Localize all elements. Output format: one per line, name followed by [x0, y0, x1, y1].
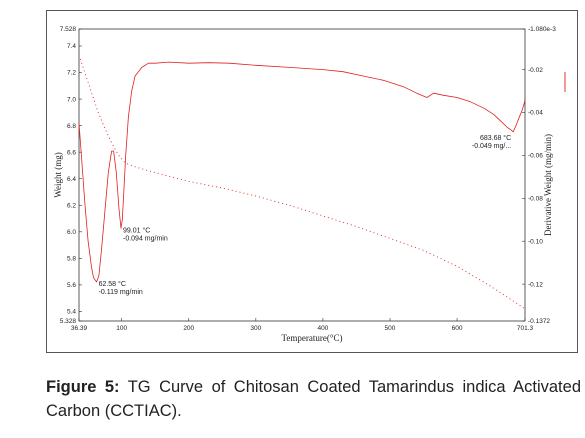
x-axis-title: Temperature(°C)	[282, 333, 343, 343]
peak-annotation-label: 683.68 °C	[480, 134, 511, 142]
y-left-tick-label: 5.6	[67, 282, 76, 289]
caption-text: TG Curve of Chitosan Coated Tamarindus i…	[46, 378, 581, 420]
y-left-tick-label: 5.328	[60, 318, 77, 325]
y-left-tick-label: 6.6	[67, 149, 76, 156]
tg-chart: 36.39 100 200 300 400 500 600 701.3 7.528 7.4 7.2…	[53, 26, 566, 343]
y-left-tick-label: 5.8	[67, 256, 76, 263]
peak-annotation-label: 99.01 °C	[123, 226, 150, 234]
y-axis-left: 7.528 7.4 7.2 7.0 6.8 6.6 6.4 6.2 6.0 5.8 5.6 5.4 5.…	[60, 26, 82, 325]
weight-curve-line	[78, 55, 526, 310]
y-left-tick-label: 6.2	[67, 202, 76, 209]
y-left-tick-label: 6.0	[67, 229, 76, 236]
y-axis-right-title: Derivative Weight (mg/min)	[543, 134, 553, 236]
y-right-tick-label: -0.06	[528, 153, 543, 160]
x-tick-label: 400	[317, 325, 328, 332]
y-right-tick-label: -1.080e-3	[528, 26, 556, 33]
peak-annotation-label: -0.119 mg/min	[99, 289, 143, 296]
x-tick-label: 500	[385, 325, 396, 332]
caption-label: Figure 5:	[46, 378, 120, 396]
y-axis-right: -1.080e-3 -0.02 -0.04 -0.06 -0.08 -0.10 -0.12 -…	[522, 26, 556, 325]
x-tick-label: 701.3	[517, 325, 534, 332]
peak-annotation-label: -0.049 mg/...	[472, 143, 511, 150]
y-right-tick-label: -0.12	[528, 281, 543, 288]
annotations: 62.58 °C-0.119 mg/min 99.01 °C-0.094 mg/m…	[99, 134, 512, 296]
y-left-tick-label: 7.528	[60, 26, 77, 33]
y-left-tick-label: 7.4	[67, 43, 76, 50]
y-right-tick-label: -0.08	[528, 195, 543, 202]
y-left-tick-label: 6.4	[67, 176, 76, 183]
y-left-tick-label: 6.8	[67, 123, 76, 130]
x-tick-label: 200	[183, 325, 194, 332]
y-axis-left-title: Weight (mg)	[53, 152, 63, 198]
figure-frame	[46, 10, 578, 353]
x-axis: 36.39 100 200 300 400 500 600 701.3	[71, 318, 534, 332]
plot-area-border	[78, 28, 526, 322]
y-left-tick-label: 7.0	[67, 96, 76, 103]
derivative-weight-curve-line	[78, 61, 526, 283]
y-left-tick-label: 7.2	[67, 70, 76, 77]
y-right-tick-label: -0.1372	[528, 318, 550, 325]
y-left-tick-label: 5.4	[67, 309, 76, 316]
x-tick-label: 600	[452, 325, 463, 332]
x-tick-label: 300	[250, 325, 261, 332]
y-right-tick-label: -0.04	[528, 110, 543, 117]
y-right-tick-label: -0.10	[528, 238, 543, 245]
y-right-tick-label: -0.02	[528, 67, 543, 74]
peak-annotation-label: -0.094 mg/min	[123, 235, 168, 242]
x-tick-label: 100	[116, 325, 127, 332]
peak-annotation-label: 62.58 °C	[99, 280, 126, 288]
figure-caption: Figure 5: TG Curve of Chitosan Coated Ta…	[46, 375, 581, 423]
x-tick-label: 36.39	[71, 325, 88, 332]
series-layer	[78, 55, 526, 310]
